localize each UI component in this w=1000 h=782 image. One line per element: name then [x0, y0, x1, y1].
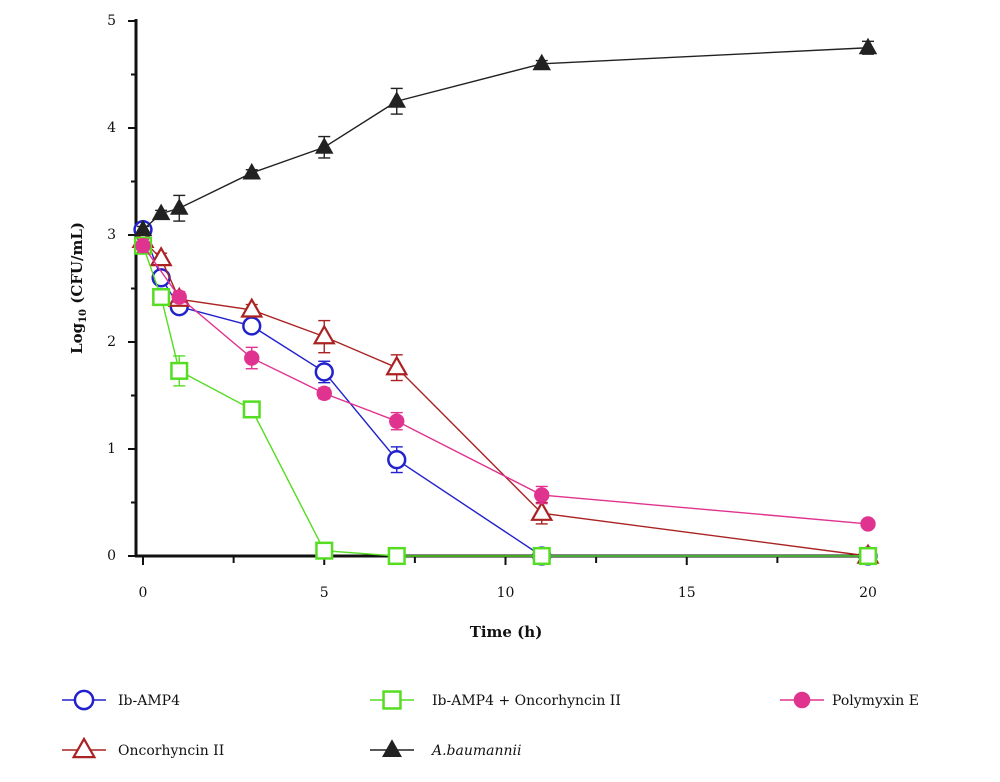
series-line-1 — [142, 239, 869, 557]
legend-item-2: Ib-AMP4 + Oncorhyncin II — [370, 690, 621, 710]
data-point — [387, 546, 406, 566]
legend-marker — [73, 689, 95, 711]
x-tick-label-5: 5 — [320, 585, 329, 601]
series-1 — [131, 227, 880, 564]
legend-item-4: A.baumannii — [370, 739, 522, 759]
series-3 — [135, 238, 876, 532]
data-point — [312, 324, 336, 345]
legend-item-1: Oncorhyncin II — [62, 736, 224, 759]
data-point — [532, 53, 552, 71]
data-point — [858, 546, 878, 566]
legend-item-0: Ib-AMP4 — [62, 689, 180, 711]
legend-label-3: Polymyxin E — [832, 693, 919, 709]
legend-label-1: Oncorhyncin II — [118, 743, 224, 759]
y-axis-title: Log10 (CFU/mL) — [68, 222, 89, 354]
y-axis-title-sub: 10 — [78, 309, 89, 323]
data-point — [315, 541, 334, 560]
data-point — [534, 487, 550, 503]
x-tick-label-0: 0 — [139, 585, 148, 601]
legend-item-3: Polymyxin E — [780, 691, 919, 709]
series-line-3 — [142, 245, 869, 525]
series-layer — [131, 37, 880, 566]
data-point — [387, 450, 407, 470]
data-point — [387, 91, 407, 108]
legend-label-2: Ib-AMP4 + Oncorhyncin II — [432, 693, 621, 709]
data-point — [316, 385, 332, 402]
data-point — [152, 288, 171, 307]
data-point — [151, 203, 171, 221]
data-point — [532, 546, 551, 566]
data-point — [240, 297, 264, 318]
series-line-4 — [142, 47, 869, 231]
y-tick-label-4: 4 — [107, 120, 116, 136]
series-4 — [133, 37, 878, 237]
legend-marker — [382, 690, 402, 710]
legend-label-4: A.baumannii — [430, 743, 522, 759]
data-point — [242, 316, 262, 336]
series-line-2 — [142, 245, 868, 557]
axes: 0 1 2 3 4 5 0 5 10 15 20 — [107, 13, 877, 601]
data-point — [858, 37, 878, 55]
y-axis-title-rest: (CFU/mL) — [68, 222, 86, 309]
data-point — [314, 362, 334, 382]
data-point — [242, 400, 261, 419]
y-tick-label-5: 5 — [107, 13, 116, 29]
data-point — [133, 219, 153, 237]
legend-marker — [793, 691, 811, 709]
y-tick-label-3: 3 — [107, 227, 116, 243]
y-axis-title-main: Log — [68, 322, 86, 354]
data-point — [314, 137, 334, 154]
series-0 — [133, 220, 878, 566]
legend-marker — [382, 739, 402, 757]
x-tick-label-20: 20 — [859, 585, 877, 601]
data-point — [170, 361, 189, 380]
data-point — [860, 516, 876, 532]
x-axis-title: Time (h) — [470, 623, 543, 641]
legend-marker — [71, 736, 97, 759]
legend-label-0: Ib-AMP4 — [118, 693, 180, 709]
data-point — [244, 350, 260, 366]
data-point — [242, 162, 262, 180]
data-point — [530, 500, 554, 521]
data-point — [389, 413, 405, 429]
x-tick-label-15: 15 — [678, 585, 696, 601]
data-point — [385, 355, 409, 376]
y-tick-label-0: 0 — [107, 548, 116, 564]
data-point — [149, 246, 173, 267]
data-point — [171, 289, 187, 305]
series-line-0 — [142, 229, 868, 557]
y-tick-label-1: 1 — [107, 441, 116, 457]
x-tick-label-10: 10 — [497, 585, 515, 601]
data-point — [135, 238, 151, 254]
y-tick-label-2: 2 — [107, 334, 116, 350]
legend: Ib-AMP4 Oncorhyncin II Ib-AMP4 + Oncorhync… — [62, 689, 919, 759]
data-point — [169, 198, 189, 215]
series-2 — [133, 236, 878, 566]
